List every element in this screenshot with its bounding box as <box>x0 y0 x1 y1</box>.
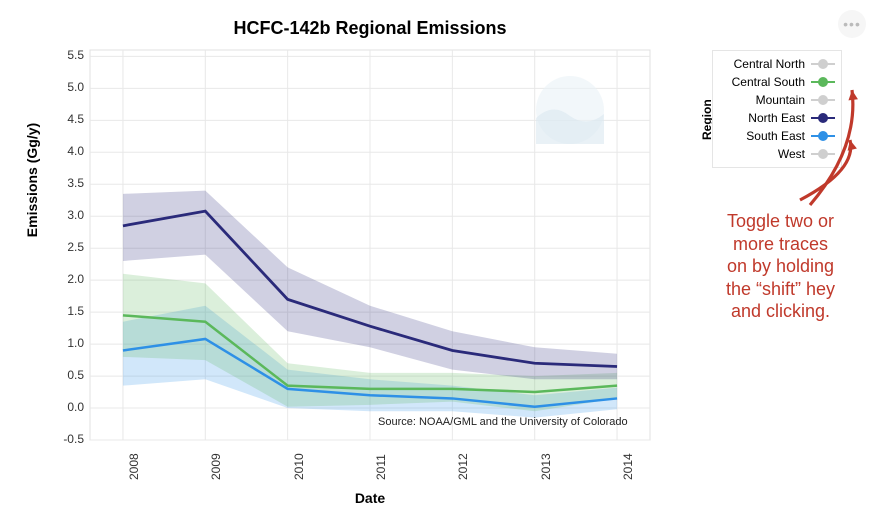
annotation-text: Toggle two ormore traceson by holdingthe… <box>698 210 863 323</box>
source-text: Source: NOAA/GML and the University of C… <box>378 416 628 428</box>
